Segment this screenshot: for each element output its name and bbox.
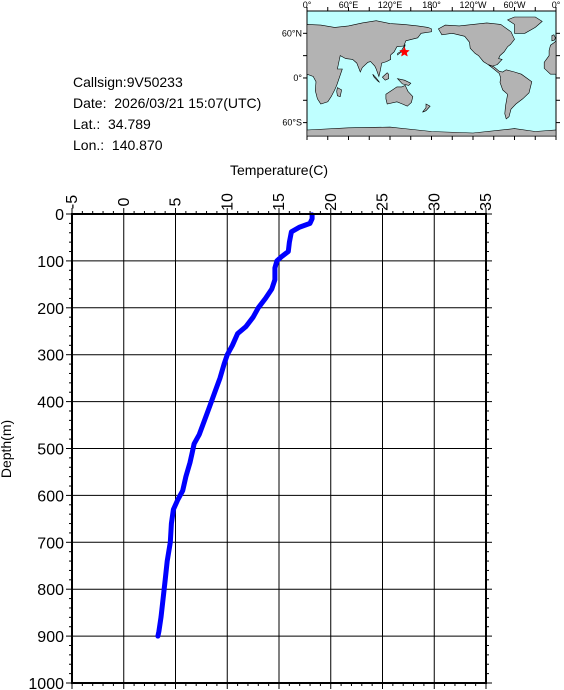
land-mass [551, 34, 556, 42]
map-lat-label: 0° [293, 73, 302, 83]
date-text: Date: 2026/03/21 15:07(UTC) [73, 95, 262, 111]
x-tick-labels: -5 0 5 10 15 20 25 30 35 [64, 193, 495, 211]
temperature-series [155, 212, 315, 639]
map-left-labels: 60°N 0° 60°S [282, 28, 303, 127]
land-mass [381, 72, 389, 81]
map-lat-label: 60°N [282, 28, 302, 38]
land-mass [488, 64, 533, 120]
land-mass [437, 22, 515, 67]
map-lon-label: 0° [303, 0, 312, 10]
land-mass [543, 40, 557, 75]
star-marker-icon [399, 46, 410, 57]
land-mass [306, 20, 432, 105]
x-tick-label: 30 [426, 193, 443, 211]
land-mass [336, 87, 342, 97]
y-tick-label: 100 [37, 254, 64, 271]
x-tick-label: -5 [64, 195, 81, 209]
location-marker [399, 46, 410, 57]
map-lon-label: 60°E [339, 0, 359, 10]
y-tick-label: 800 [37, 582, 64, 599]
x-tick-label: 20 [323, 193, 340, 211]
y-tick-label: 300 [37, 348, 64, 365]
longitude-text: Lon.: 140.870 [73, 137, 163, 153]
x-tick-label: 15 [271, 193, 288, 211]
x-tick-label: 10 [219, 193, 236, 211]
y-tick-label: 1000 [28, 676, 64, 690]
x-tick-label: 5 [168, 197, 185, 206]
land-mass [422, 103, 431, 113]
chart-grid [71, 213, 487, 684]
x-tick-label: 35 [478, 193, 495, 211]
latitude-text: Lat.: 34.789 [73, 116, 151, 132]
land-mass [372, 73, 380, 83]
plot-frame [71, 213, 487, 684]
map-lon-label: 180° [422, 0, 441, 10]
map-lon-label: 60°W [503, 0, 526, 10]
map-lat-label: 60°S [282, 118, 302, 128]
temperature-profile-line [155, 212, 315, 639]
map-top-labels: 0° 60°E 120°E 180° 120°W 60°W 0° [303, 0, 561, 10]
land-mass [506, 16, 543, 34]
y-tick-label: 500 [37, 442, 64, 459]
y-tick-label: 200 [37, 301, 64, 318]
map-lon-label: 120°W [459, 0, 487, 10]
y-tick-label: 700 [37, 535, 64, 552]
land-mass [396, 78, 412, 86]
chart-ticks [66, 208, 492, 689]
map-lon-label: 120°E [378, 0, 403, 10]
x-axis-title: Temperature(C) [230, 162, 328, 178]
callsign-text: Callsign:9V50233 [73, 74, 183, 90]
map-lon-label: 0° [552, 0, 561, 10]
y-tick-label: 900 [37, 629, 64, 646]
land-mass [385, 85, 414, 107]
x-tick-label: 25 [375, 193, 392, 211]
location-map: 0° 60°E 120°E 180° 120°W 60°W 0° 60°N 0° 60°S [282, 0, 561, 140]
map-land [306, 16, 557, 137]
y-tick-label: 400 [37, 395, 64, 412]
y-tick-label: 0 [55, 207, 64, 224]
y-tick-labels: 0 100 200 300 400 500 600 700 800 900 1000 [28, 207, 64, 690]
map-frame [303, 7, 560, 140]
y-tick-label: 600 [37, 488, 64, 505]
x-tick-label: 0 [116, 197, 133, 206]
y-axis-title: Depth(m) [0, 420, 14, 478]
profile-info: Callsign:9V50233 Date: 2026/03/21 15:07(… [73, 72, 261, 156]
